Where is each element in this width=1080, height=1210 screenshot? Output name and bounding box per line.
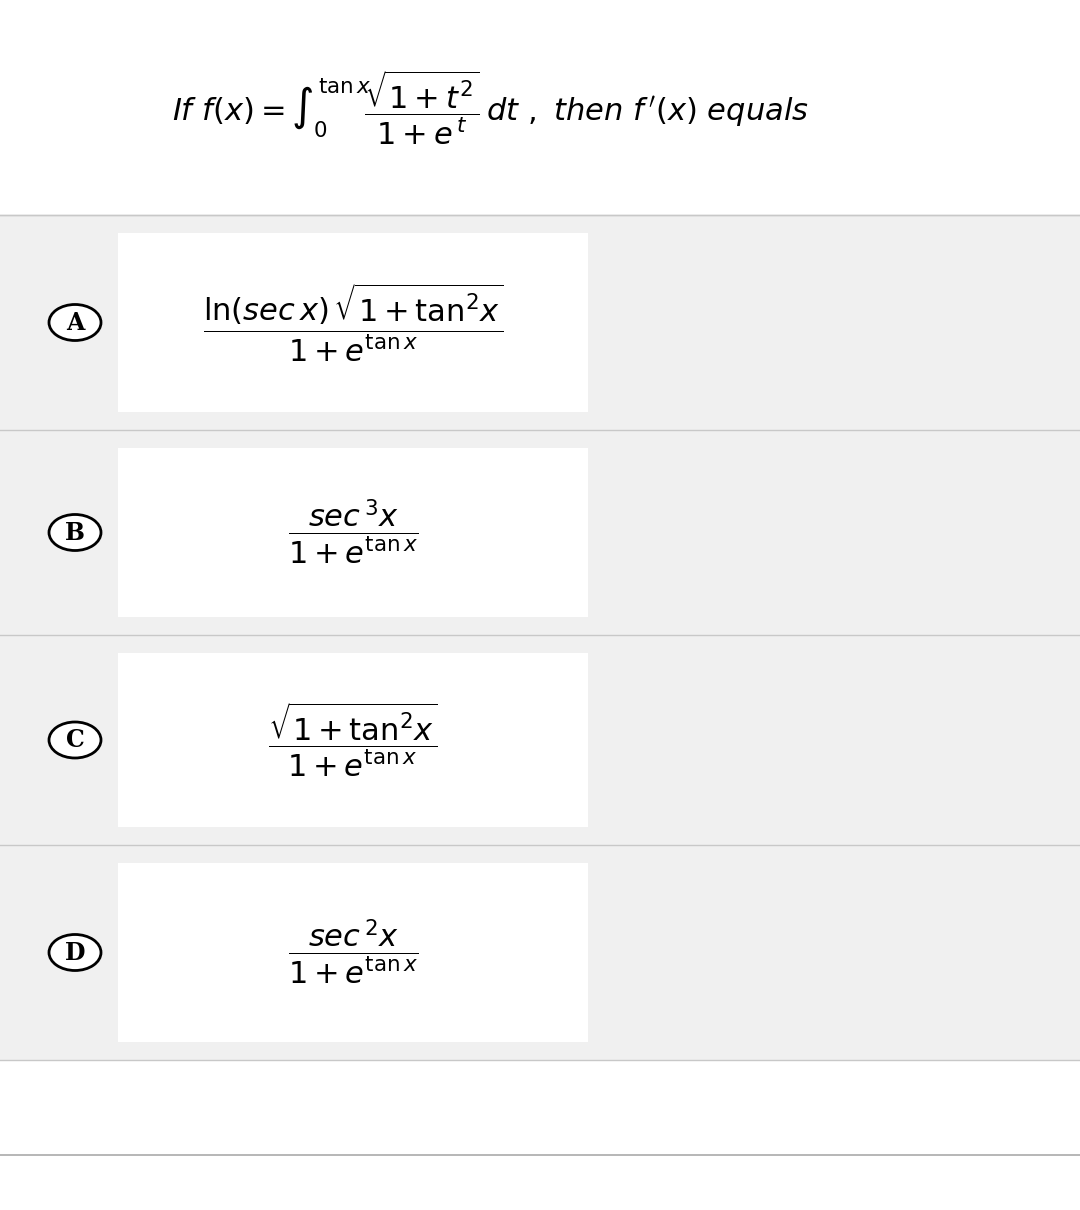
- Bar: [0, 215, 1080, 430]
- Bar: [0, 430, 1080, 635]
- Text: $\it{If}\ \it{f}(\it{x})=\int_0^{\tan x}\!\dfrac{\sqrt{1+t^{2}}}{1+e^{\,t}}\,dt\: $\it{If}\ \it{f}(\it{x})=\int_0^{\tan x}…: [172, 68, 808, 146]
- Bar: [0, 1060, 1080, 1150]
- Text: $\dfrac{\it{sec}^{\,2}\it{x}}{1+e^{\tan x}}$: $\dfrac{\it{sec}^{\,2}\it{x}}{1+e^{\tan …: [287, 918, 418, 987]
- Text: $\dfrac{\ln(\mathrm{\it{sec}}\,x)\,\sqrt{1+\tan^{2}\!x}}{1+e^{\tan x}}$: $\dfrac{\ln(\mathrm{\it{sec}}\,x)\,\sqrt…: [203, 281, 503, 364]
- Text: B: B: [65, 520, 85, 544]
- Bar: [118, 448, 588, 617]
- Bar: [118, 653, 588, 826]
- Bar: [118, 863, 588, 1042]
- Text: D: D: [65, 940, 85, 964]
- Text: $\dfrac{\sqrt{1+\tan^{2}\!x}}{1+e^{\tan x}}$: $\dfrac{\sqrt{1+\tan^{2}\!x}}{1+e^{\tan …: [268, 701, 437, 779]
- Bar: [118, 234, 588, 411]
- Text: A: A: [66, 311, 84, 334]
- Bar: [0, 845, 1080, 1060]
- Text: C: C: [66, 728, 84, 751]
- Ellipse shape: [49, 722, 102, 757]
- Bar: [0, 0, 1080, 215]
- Ellipse shape: [49, 934, 102, 970]
- Ellipse shape: [49, 514, 102, 551]
- Bar: [0, 635, 1080, 845]
- Ellipse shape: [49, 305, 102, 340]
- Text: $\dfrac{\it{sec}^{\,3}\it{x}}{1+e^{\tan x}}$: $\dfrac{\it{sec}^{\,3}\it{x}}{1+e^{\tan …: [287, 497, 418, 567]
